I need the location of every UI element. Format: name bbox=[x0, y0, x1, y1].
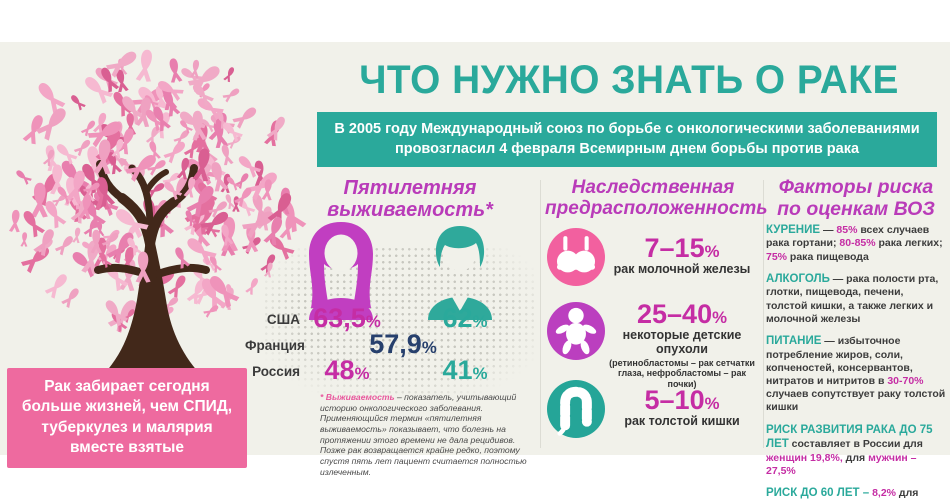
heredity-item-text: 7–15% рак молочной железы bbox=[607, 226, 757, 277]
risk-heading: Факторы риска по оценкам ВОЗ bbox=[777, 176, 935, 220]
heredity-label: рак молочной железы bbox=[613, 262, 751, 277]
heredity-note: (ретинобластомы – рак сетчатки глаза, не… bbox=[609, 357, 755, 389]
both-survival-value: 57,9% bbox=[369, 329, 437, 359]
world-map-dots bbox=[263, 246, 537, 398]
footnote-text: – показатель, учитывающий историю онколо… bbox=[320, 392, 527, 477]
footnote-term: * Выживаемость bbox=[320, 392, 395, 402]
risk-paragraph: ПИТАНИЕ — избыточное потребление жиров, … bbox=[766, 335, 946, 414]
risk-paragraph: РИСК ДО 60 ЛЕТ – 8,2% для обоих полов bbox=[766, 487, 919, 500]
heredity-label: некоторые детские опухоли bbox=[622, 328, 742, 357]
heredity-percent: 7–15% bbox=[644, 233, 720, 263]
tree-caption: Рак забирает сегодня больше жизней, чем … bbox=[7, 368, 247, 468]
baby-icon bbox=[547, 302, 605, 360]
colon-icon bbox=[547, 380, 605, 438]
heredity-item-text: 5–10% рак толстой кишки bbox=[607, 378, 757, 429]
subtitle-banner: В 2005 году Международный союз по борьбе… bbox=[317, 112, 937, 167]
female-avatar-icon bbox=[309, 222, 373, 320]
survival-footnote: * Выживаемость – показатель, учитывающий… bbox=[320, 392, 536, 477]
heredity-label: рак толстой кишки bbox=[624, 414, 740, 429]
survival-heading: Пятилетняя выживаемость* bbox=[327, 177, 493, 222]
risk-paragraphs: КУРЕНИЕ — 85% всех случаев рака гортани;… bbox=[766, 223, 946, 500]
risk-paragraph: АЛКОГОЛЬ — рака полости рта, глотки, пищ… bbox=[766, 272, 939, 325]
column-divider bbox=[540, 180, 541, 448]
female-survival-value: 63,5% bbox=[313, 303, 381, 333]
country-label: США bbox=[266, 312, 300, 327]
survival-row-russia: Россия 48% 41% bbox=[245, 355, 537, 385]
survival-stats: США 63,5% 62% Франция 57,9% Россия 48% 4… bbox=[245, 303, 537, 385]
heredity-percent: 25–40% bbox=[637, 299, 727, 329]
male-survival-value: 41% bbox=[442, 355, 488, 385]
bra-icon bbox=[547, 228, 605, 286]
column-divider bbox=[763, 180, 764, 448]
heredity-item-text: 25–40% некоторые детские опухоли (ретино… bbox=[607, 300, 757, 389]
risk-paragraph: РИСК РАЗВИТИЯ РАКА ДО 75 ЛЕТ составляет … bbox=[766, 423, 933, 477]
female-survival-value: 48% bbox=[324, 355, 370, 385]
heredity-heading: Наследственная предрасположенность bbox=[545, 177, 768, 220]
survival-row-france: Франция 57,9% bbox=[245, 329, 537, 359]
male-survival-value: 62% bbox=[442, 303, 488, 333]
ribbon-tree-illustration bbox=[8, 47, 307, 374]
country-label: Франция bbox=[245, 338, 305, 353]
page-title: ЧТО НУЖНО ЗНАТЬ О РАКЕ bbox=[359, 58, 899, 102]
male-avatar-icon bbox=[428, 226, 492, 320]
risk-paragraph: КУРЕНИЕ — 85% всех случаев рака гортани;… bbox=[766, 224, 943, 263]
country-label: Россия bbox=[252, 364, 300, 379]
heredity-percent: 5–10% bbox=[644, 385, 720, 415]
survival-row-usa: США 63,5% 62% bbox=[245, 303, 537, 333]
